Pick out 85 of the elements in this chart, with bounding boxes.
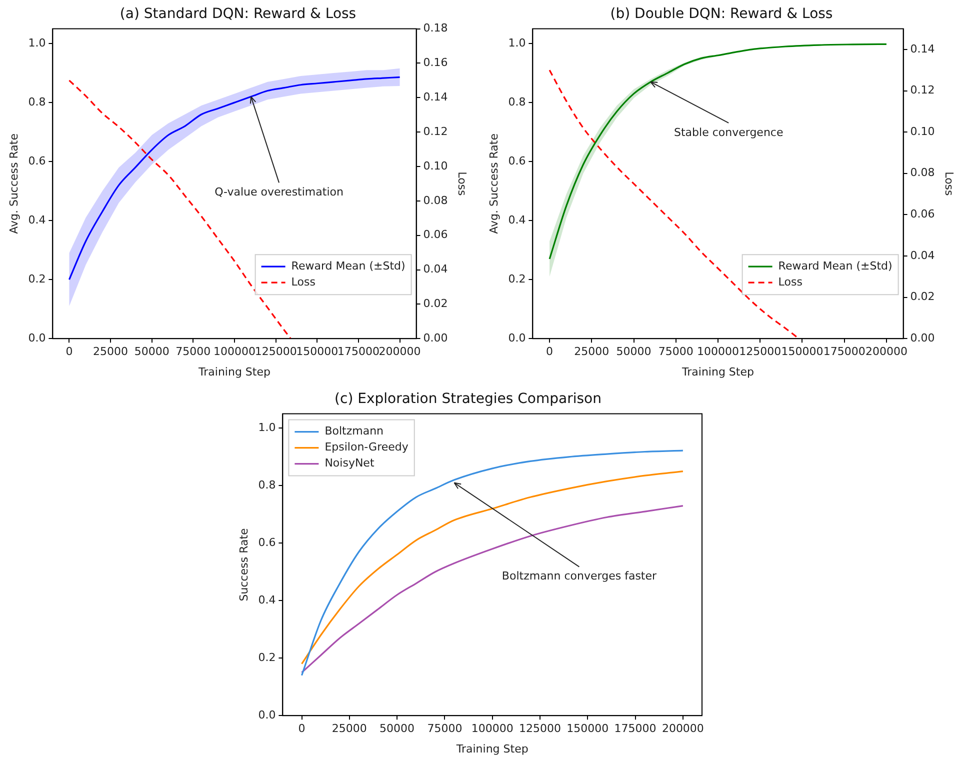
x-tick-label: 150000 bbox=[781, 345, 824, 358]
y-tick-label: 1.0 bbox=[28, 36, 46, 50]
y-axis-title: Avg. Success Rate bbox=[487, 133, 500, 234]
y-tick-label: 0.4 bbox=[508, 213, 526, 226]
annotation: Boltzmann converges faster bbox=[502, 570, 657, 583]
x-tick-label: 25000 bbox=[93, 345, 128, 358]
x-tick-label: 125000 bbox=[518, 722, 561, 736]
y2-tick-label: 0.12 bbox=[423, 124, 448, 138]
y-tick-label: 0.2 bbox=[28, 272, 46, 286]
y2-tick-label: 0.02 bbox=[423, 297, 448, 310]
x-tick-label: 125000 bbox=[254, 345, 297, 358]
x-tick-label: 200000 bbox=[378, 345, 421, 358]
x-tick-label: 0 bbox=[298, 722, 306, 736]
y2-tick-label: 0.14 bbox=[423, 90, 448, 104]
legend-label: Reward Mean (±Std) bbox=[778, 259, 892, 272]
x-tick-label: 150000 bbox=[566, 722, 609, 736]
x-axis-title: Training Step bbox=[198, 365, 270, 378]
y2-tick-label: 0.06 bbox=[910, 208, 935, 221]
x-tick-label: 75000 bbox=[658, 345, 694, 358]
y2-tick-label: 0.00 bbox=[910, 331, 935, 344]
y2-tick-label: 0.10 bbox=[423, 159, 448, 172]
y2-tick-label: 0.04 bbox=[910, 248, 935, 262]
y2-tick-label: 0.16 bbox=[423, 56, 448, 70]
y-tick-label: 0.6 bbox=[258, 536, 276, 549]
x-axis-title: Training Step bbox=[681, 365, 754, 378]
chart-title: (b) Double DQN: Reward & Loss bbox=[610, 6, 833, 22]
y-tick-label: 0.2 bbox=[508, 272, 526, 286]
x-tick-label: 50000 bbox=[380, 722, 415, 736]
x-axis-title: Training Step bbox=[455, 742, 528, 756]
x-tick-label: 200000 bbox=[865, 345, 908, 358]
y-tick-label: 1.0 bbox=[508, 36, 526, 50]
y-axis-title: Avg. Success Rate bbox=[7, 133, 20, 234]
legend-label: Reward Mean (±Std) bbox=[291, 259, 406, 272]
y-tick-label: 0.0 bbox=[508, 331, 526, 344]
x-tick-label: 100000 bbox=[697, 345, 739, 358]
y-axis-title: Success Rate bbox=[237, 528, 250, 602]
x-tick-label: 75000 bbox=[176, 345, 211, 358]
legend-label: Loss bbox=[291, 275, 316, 288]
y-tick-label: 0.4 bbox=[258, 593, 276, 606]
legend-label: NoisyNet bbox=[324, 456, 375, 470]
x-tick-label: 25000 bbox=[332, 722, 367, 736]
x-tick-label: 0 bbox=[66, 345, 73, 358]
annotation: Stable convergence bbox=[674, 126, 784, 139]
y2-tick-label: 0.02 bbox=[910, 290, 935, 304]
x-tick-label: 175000 bbox=[337, 345, 380, 358]
y2-tick-label: 0.12 bbox=[910, 84, 935, 97]
x-tick-label: 175000 bbox=[823, 345, 866, 358]
y-tick-label: 0.6 bbox=[28, 154, 46, 168]
y2-tick-label: 0.06 bbox=[423, 228, 448, 242]
legend-label: Boltzmann bbox=[324, 424, 384, 438]
y-tick-label: 0.0 bbox=[28, 331, 46, 344]
x-tick-label: 125000 bbox=[739, 345, 782, 358]
chart-title: (a) Standard DQN: Reward & Loss bbox=[120, 6, 356, 22]
chart-title: (c) Exploration Strategies Comparison bbox=[334, 391, 602, 408]
y2-tick-label: 0.00 bbox=[423, 331, 448, 344]
y-tick-label: 1.0 bbox=[258, 421, 276, 434]
y2-axis-title: Loss bbox=[456, 172, 469, 196]
x-tick-label: 175000 bbox=[614, 722, 656, 736]
x-tick-label: 100000 bbox=[214, 345, 256, 358]
y-tick-label: 0.4 bbox=[28, 213, 46, 226]
y-tick-label: 0.8 bbox=[28, 95, 46, 108]
y2-axis-title: Loss bbox=[942, 172, 956, 196]
annotation: Q-value overestimation bbox=[214, 186, 344, 199]
y2-tick-label: 0.08 bbox=[910, 166, 935, 180]
x-tick-label: 100000 bbox=[471, 722, 514, 736]
y-tick-label: 0.0 bbox=[258, 708, 276, 722]
y-tick-label: 0.8 bbox=[508, 95, 526, 108]
x-tick-label: 50000 bbox=[134, 345, 170, 358]
x-tick-label: 200000 bbox=[662, 722, 704, 736]
y-tick-label: 0.8 bbox=[258, 478, 276, 492]
y2-tick-label: 0.18 bbox=[423, 22, 448, 35]
y-tick-label: 0.6 bbox=[508, 154, 526, 168]
y-tick-label: 0.2 bbox=[258, 650, 276, 664]
x-tick-label: 25000 bbox=[574, 345, 610, 358]
y2-tick-label: 0.04 bbox=[423, 262, 448, 276]
x-tick-label: 50000 bbox=[616, 345, 652, 358]
y2-tick-label: 0.08 bbox=[423, 194, 448, 207]
legend-label: Epsilon-Greedy bbox=[324, 440, 409, 454]
line-series bbox=[300, 504, 684, 674]
legend-label: Loss bbox=[778, 275, 803, 288]
x-tick-label: 0 bbox=[546, 345, 554, 358]
x-tick-label: 75000 bbox=[427, 722, 462, 736]
y2-tick-label: 0.14 bbox=[910, 42, 935, 56]
x-tick-label: 150000 bbox=[296, 345, 338, 358]
y2-tick-label: 0.10 bbox=[910, 124, 935, 138]
